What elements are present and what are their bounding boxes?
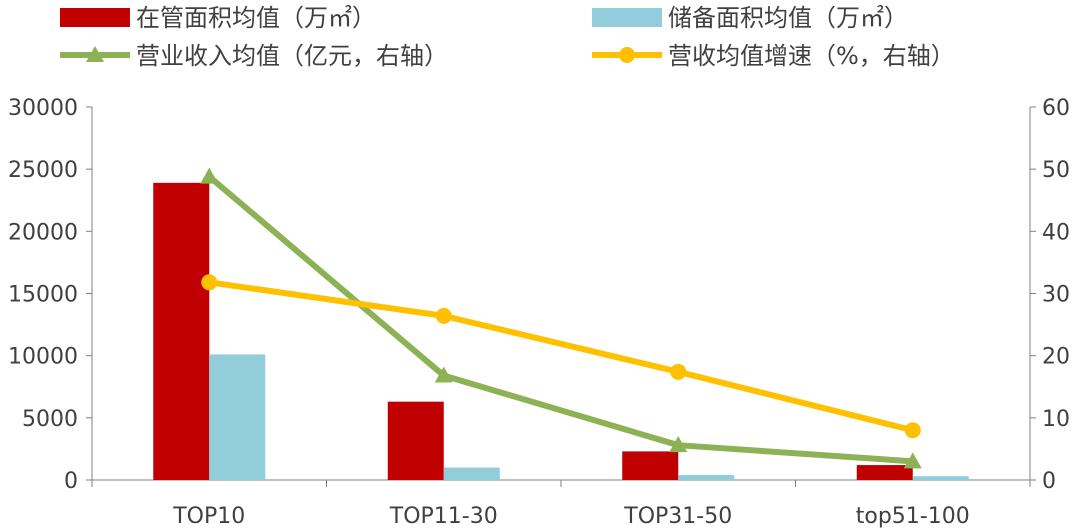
- bar-series-2: [209, 354, 266, 480]
- triangle-marker: [903, 452, 922, 469]
- left-tick-label: 5000: [22, 407, 78, 432]
- right-tick-label: 50: [1042, 158, 1070, 183]
- right-tick-label: 30: [1042, 283, 1070, 308]
- triangle-marker: [200, 167, 219, 184]
- x-tick-label: TOP31-50: [623, 504, 732, 529]
- right-tick-label: 60: [1042, 96, 1070, 121]
- x-tick-label: TOP10: [172, 504, 245, 529]
- legend-swatch-2: [592, 8, 662, 27]
- x-tick-label: TOP11-30: [389, 504, 498, 529]
- legend-label-3: 营业收入均值（亿元，右轴）: [136, 42, 448, 70]
- line-series-4: [206, 279, 916, 434]
- circle-marker: [670, 363, 687, 380]
- x-tick-label: top51-100: [856, 504, 970, 529]
- bar-series-1: [153, 182, 210, 481]
- right-tick-label: 10: [1042, 407, 1070, 432]
- left-tick-label: 30000: [8, 96, 78, 121]
- legend-triangle-marker: [86, 46, 104, 62]
- bar-series-2: [678, 475, 735, 480]
- bar-series-1: [387, 401, 444, 480]
- legend-label-2: 储备面积均值（万㎡）: [668, 4, 908, 32]
- triangle-marker: [434, 366, 453, 383]
- bar-series-2: [443, 467, 500, 480]
- right-tick-label: 0: [1042, 469, 1056, 494]
- bar-series-1: [622, 451, 679, 480]
- right-tick-label: 20: [1042, 345, 1070, 370]
- line-series-3: [206, 173, 916, 465]
- right-tick-label: 40: [1042, 220, 1070, 245]
- bar-series-1: [856, 465, 913, 480]
- legend-label-4: 营收均值增速（%，右轴）: [668, 42, 955, 70]
- circle-marker: [435, 307, 452, 324]
- circle-marker: [201, 274, 218, 291]
- legend-swatch-1: [60, 8, 130, 27]
- legend-label-1: 在管面积均值（万㎡）: [136, 4, 376, 32]
- left-tick-label: 10000: [8, 345, 78, 370]
- triangle-marker: [669, 436, 688, 453]
- left-tick-label: 25000: [8, 158, 78, 183]
- left-tick-label: 15000: [8, 283, 78, 308]
- bar-series-2: [912, 476, 969, 480]
- circle-marker: [904, 422, 921, 439]
- legend-circle-marker: [619, 47, 635, 63]
- left-tick-label: 20000: [8, 220, 78, 245]
- left-tick-label: 0: [64, 469, 78, 494]
